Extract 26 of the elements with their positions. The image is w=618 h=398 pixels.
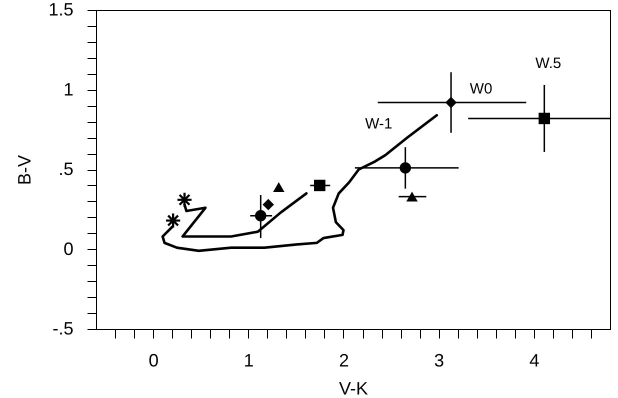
point <box>406 192 418 202</box>
y-tick-label: -.5 <box>52 318 74 338</box>
point <box>538 112 550 124</box>
point <box>176 192 193 208</box>
y-axis-title: B-V <box>14 154 34 186</box>
x-tick-label: 0 <box>148 350 159 370</box>
x-tick-label: 1 <box>244 350 254 370</box>
annotation: W-1 <box>365 115 392 132</box>
y-tick-label: 1 <box>63 79 74 100</box>
point <box>273 182 284 192</box>
annotation: W.5 <box>535 54 562 72</box>
y-tick-label: .5 <box>58 159 74 179</box>
point <box>314 180 326 192</box>
point <box>400 162 412 174</box>
x-axis-title: V-K <box>338 378 368 398</box>
x-tick-label: 3 <box>434 350 444 370</box>
x-tick-label: 4 <box>529 350 540 370</box>
point <box>254 210 266 222</box>
y-tick-label: 1.5 <box>48 0 74 20</box>
point <box>445 96 457 108</box>
annotation: W0 <box>470 80 492 98</box>
point <box>262 198 274 210</box>
line-series <box>181 192 308 238</box>
x-tick-label: 2 <box>338 350 349 370</box>
y-tick-label: 0 <box>63 238 74 259</box>
point <box>164 212 182 229</box>
